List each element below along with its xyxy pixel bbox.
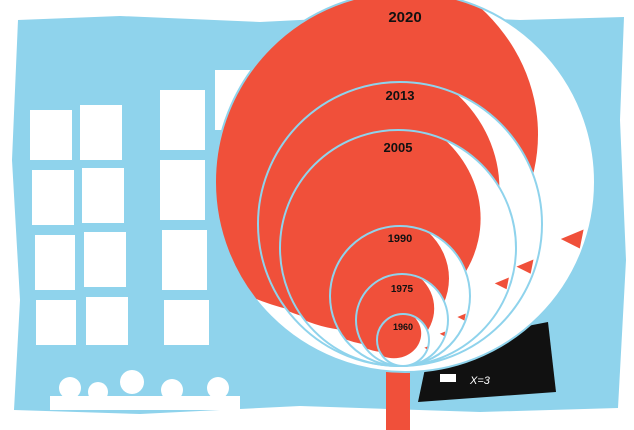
pane [36, 300, 76, 345]
child-head [59, 377, 81, 399]
hand [440, 374, 456, 382]
head-outline [376, 313, 430, 367]
window-left [30, 105, 128, 345]
pane [30, 110, 72, 160]
pane [86, 297, 128, 345]
desk-row [50, 396, 240, 410]
year-label: 2005 [384, 140, 413, 155]
board-text: X=3 [469, 375, 491, 387]
head-outline [214, 0, 596, 373]
child-head [207, 377, 229, 399]
mouth [457, 313, 466, 321]
pane [35, 235, 75, 290]
child-head [161, 379, 183, 401]
window-right [160, 70, 250, 345]
pane [32, 170, 74, 225]
mouth [494, 277, 509, 290]
year-label: 2013 [386, 88, 415, 103]
year-label: 1990 [388, 233, 412, 245]
mouth [560, 229, 584, 249]
child-head [120, 370, 144, 394]
pane [80, 105, 122, 160]
mouth [439, 331, 446, 337]
children [50, 370, 240, 410]
year-label: 1975 [391, 284, 414, 295]
pane [162, 230, 207, 290]
mouth [424, 346, 428, 350]
pane [160, 90, 205, 150]
head [377, 314, 429, 366]
year-label: 2020 [388, 9, 421, 26]
pane [82, 168, 124, 223]
pane [164, 300, 209, 345]
pane [84, 232, 126, 287]
pane [160, 160, 205, 220]
mouth [516, 259, 534, 274]
year-label: 1960 [393, 322, 413, 332]
